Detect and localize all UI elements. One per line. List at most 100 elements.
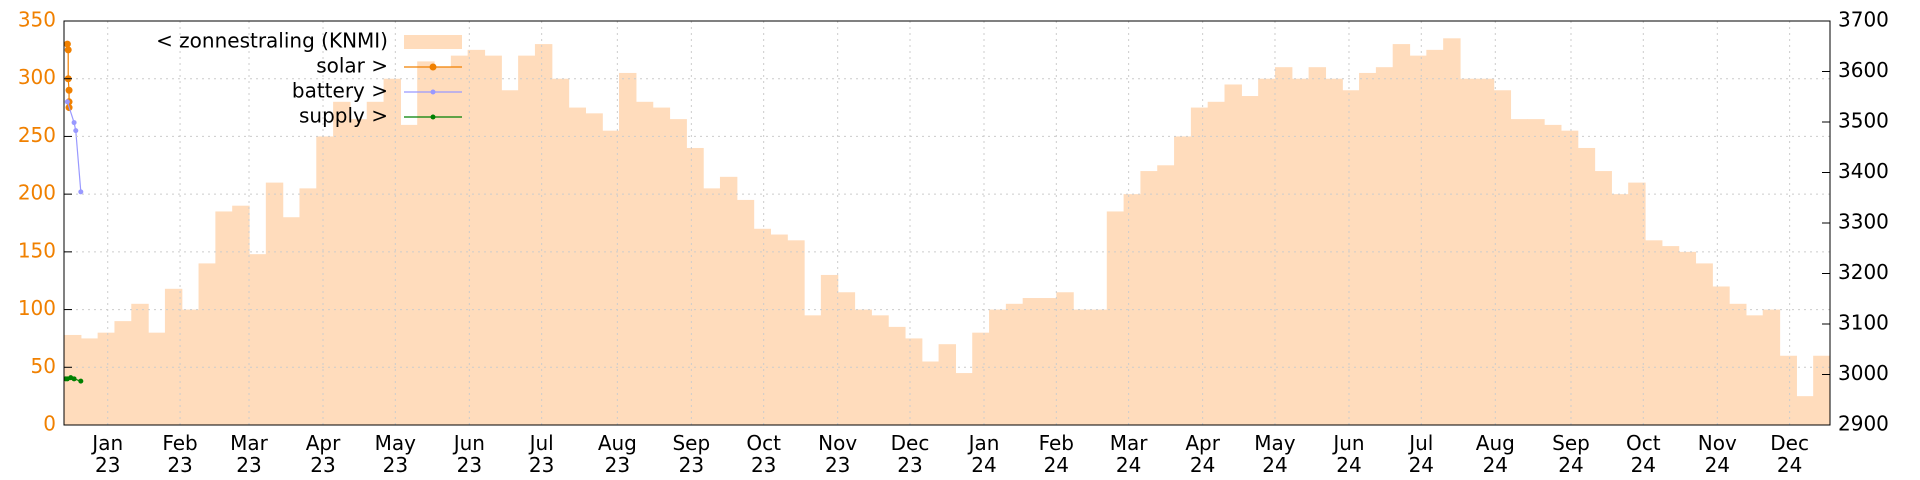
irradiance-bar	[551, 78, 570, 425]
irradiance-bar	[97, 332, 116, 425]
y-tick-label: 200	[18, 181, 56, 205]
irradiance-bar	[1544, 124, 1562, 425]
y-tick-label: 300	[18, 65, 56, 89]
irradiance-bar	[383, 78, 401, 425]
plot-border	[63, 20, 1831, 426]
irradiance-bar	[1392, 44, 1411, 425]
y-tick-label: 100	[18, 296, 56, 320]
irradiance-bar	[1476, 78, 1495, 425]
irradiance-bar	[265, 182, 284, 425]
y2-tick-label: 2900	[1838, 412, 1889, 436]
irradiance-bar	[1190, 107, 1209, 425]
irradiance-bar	[299, 188, 317, 425]
irradiance-bar	[1443, 38, 1461, 425]
x-tick-label: Sep 23	[672, 431, 711, 477]
y-tick-label: 250	[18, 123, 56, 147]
irradiance-bar	[1779, 355, 1797, 425]
legend-swatch	[430, 89, 436, 95]
irradiance-bar	[1695, 263, 1713, 425]
x-tick-label: Apr 23	[305, 431, 341, 477]
x-tick-label: Jul 23	[528, 431, 555, 477]
irradiance-bar	[114, 321, 132, 425]
irradiance-bar	[1241, 96, 1259, 425]
legend-swatch	[404, 35, 462, 49]
irradiance-bar	[417, 61, 435, 425]
x-tick-label: May 24	[1254, 431, 1296, 477]
irradiance-bar	[467, 49, 486, 425]
irradiance-bar	[1661, 246, 1680, 425]
irradiance-bar	[1157, 165, 1175, 425]
x-tick-label: Feb 23	[162, 431, 198, 477]
irradiance-bar	[1140, 171, 1158, 425]
x-tick-label: Dec 24	[1770, 431, 1809, 477]
irradiance-bar	[450, 55, 469, 425]
irradiance-bar	[635, 101, 654, 425]
irradiance-bar	[1426, 49, 1444, 425]
irradiance-bar	[232, 205, 250, 425]
irradiance-bar	[619, 72, 637, 425]
irradiance-bar	[198, 263, 216, 425]
y2-tick-label: 3400	[1838, 159, 1889, 183]
irradiance-bar	[568, 107, 586, 425]
irradiance-bar	[164, 288, 183, 425]
x-tick-label: Mar 23	[230, 431, 268, 477]
x-tick-label: Dec 23	[890, 431, 930, 477]
irradiance-bar	[770, 234, 788, 425]
irradiance-bar	[349, 119, 368, 425]
x-tick-label: Sep 24	[1552, 431, 1590, 477]
series-point	[73, 128, 79, 134]
x-tick-label: May 23	[374, 431, 416, 477]
x-tick-label: Aug 23	[597, 431, 637, 477]
irradiance-bar	[333, 101, 351, 425]
x-tick-label: Nov 24	[1697, 431, 1737, 477]
irradiance-bar	[686, 147, 704, 425]
x-tick-label: Mar 24	[1109, 431, 1148, 477]
series-point	[78, 378, 84, 384]
legend-label: < zonnestraling (KNMI)	[156, 29, 388, 53]
irradiance-bar	[148, 332, 166, 425]
irradiance-bar	[1375, 67, 1394, 425]
irradiance-bar	[518, 55, 536, 425]
x-tick-label: Jan 24	[968, 431, 1000, 477]
y-tick-label: 350	[18, 8, 56, 32]
irradiance-bar	[1359, 72, 1377, 425]
irradiance-bar	[1762, 309, 1781, 425]
irradiance-bar	[1813, 355, 1830, 425]
legend-label: solar >	[316, 54, 388, 78]
y2-tick-label: 3300	[1838, 210, 1889, 234]
irradiance-bar	[1258, 78, 1276, 425]
irradiance-bar	[282, 217, 301, 425]
irradiance-bar	[501, 90, 519, 425]
irradiance-bar	[1224, 84, 1242, 425]
x-tick-label: Jun 23	[453, 431, 485, 477]
series-point	[78, 189, 84, 195]
irradiance-bar	[1729, 303, 1747, 425]
series-point	[71, 376, 77, 382]
x-tick-label: Oct 24	[1626, 431, 1661, 477]
y2-tick-label: 3200	[1838, 260, 1889, 284]
irradiance-bar	[249, 254, 267, 425]
y-tick-label: 50	[31, 354, 56, 378]
irradiance-bar	[1594, 171, 1612, 425]
irradiance-bar	[753, 228, 771, 425]
irradiance-bar	[602, 130, 620, 425]
irradiance-bar	[972, 332, 990, 425]
irradiance-bar	[1342, 90, 1360, 425]
x-tick-label: Aug 24	[1475, 431, 1515, 477]
x-tick-label: Nov 23	[818, 431, 858, 477]
irradiance-bar	[1022, 298, 1041, 425]
y2-tick-label: 3500	[1838, 109, 1889, 133]
irradiance-bar	[215, 211, 233, 425]
series-line	[66, 101, 82, 192]
x-tick-label: Jun 24	[1333, 431, 1365, 477]
irradiance-bar	[366, 101, 385, 425]
irradiance-bar	[1712, 286, 1730, 425]
irradiance-bar	[1745, 315, 1764, 425]
y2-tick-label: 3600	[1838, 58, 1889, 82]
irradiance-bar	[1325, 78, 1343, 425]
series-point	[64, 99, 70, 105]
y2-tick-label: 3700	[1838, 8, 1889, 32]
irradiance-bar	[888, 326, 906, 425]
